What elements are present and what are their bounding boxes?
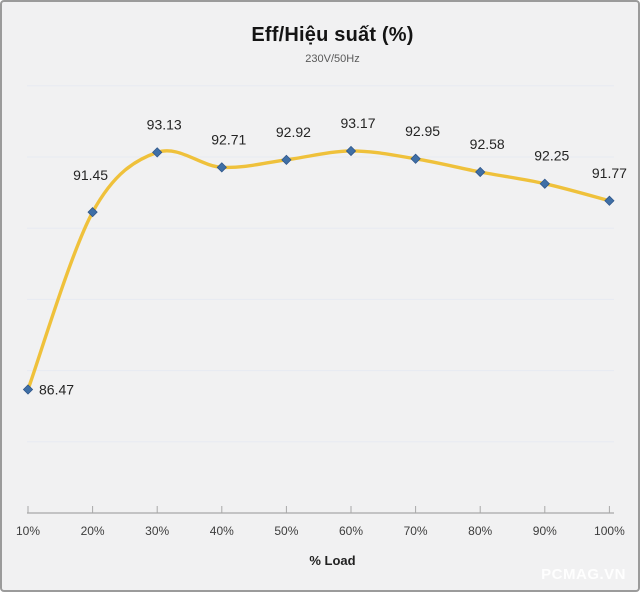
chart-title: Eff/Hiệu suất (%) bbox=[251, 24, 414, 46]
data-point-marker bbox=[539, 178, 550, 189]
x-tick-label: 20% bbox=[81, 524, 105, 538]
data-label: 91.77 bbox=[592, 165, 627, 181]
data-point-marker bbox=[216, 162, 227, 173]
x-tick-label: 60% bbox=[339, 524, 363, 538]
x-axis-title: % Load bbox=[309, 553, 356, 568]
data-point-marker bbox=[152, 147, 163, 158]
x-tick-label: 30% bbox=[145, 524, 169, 538]
data-point-marker bbox=[281, 154, 292, 165]
x-tick-label: 40% bbox=[210, 524, 234, 538]
data-label: 92.71 bbox=[211, 131, 246, 147]
data-label: 91.45 bbox=[73, 167, 108, 183]
x-tick-label: 100% bbox=[594, 524, 625, 538]
data-label: 92.58 bbox=[470, 136, 505, 152]
data-label: 93.17 bbox=[340, 115, 375, 131]
chart-subtitle: 230V/50Hz bbox=[305, 53, 360, 65]
efficiency-line bbox=[26, 149, 612, 392]
data-label: 86.47 bbox=[39, 381, 74, 397]
data-point-marker bbox=[475, 166, 486, 178]
x-tick-label: 50% bbox=[274, 524, 298, 538]
data-point-marker bbox=[410, 153, 421, 164]
data-point-marker bbox=[22, 384, 34, 395]
data-point-marker bbox=[87, 207, 98, 218]
data-point-marker bbox=[345, 145, 357, 157]
data-label: 93.13 bbox=[147, 116, 182, 132]
data-label: 92.25 bbox=[534, 148, 569, 164]
x-tick-label: 90% bbox=[533, 524, 557, 538]
data-label: 92.92 bbox=[276, 124, 311, 140]
x-tick-label: 70% bbox=[404, 524, 428, 538]
data-label: 92.95 bbox=[405, 123, 440, 139]
data-point-marker bbox=[604, 195, 615, 206]
x-tick-label: 10% bbox=[16, 524, 40, 538]
x-tick-label: 80% bbox=[468, 524, 492, 538]
watermark: PCMAG.VN bbox=[541, 566, 626, 583]
